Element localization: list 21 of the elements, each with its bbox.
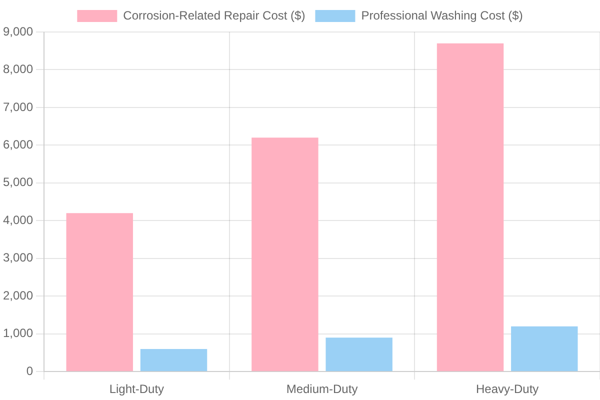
legend-label: Professional Washing Cost ($) [361,8,523,22]
x-tick-label: Light-Duty [109,382,164,396]
y-tick-label: 1,000 [3,326,34,340]
x-tick-label: Heavy-Duty [476,382,539,396]
bar [511,326,578,372]
y-tick-label: 9,000 [3,24,34,38]
y-tick-label: 3,000 [3,250,34,265]
bar [252,138,318,372]
y-tick-label: 7,000 [3,100,34,114]
bar [140,348,208,372]
y-tick-label: 6,000 [3,138,34,152]
x-tick-label: Medium-Duty [286,382,358,396]
y-tick-label: 8,000 [3,62,34,76]
bar [326,338,392,372]
y-tick-label: 4,000 [3,212,34,227]
legend-label: Corrosion-Related Repair Cost ($) [123,8,306,22]
y-tick-label: 5,000 [3,175,34,190]
bar [66,213,133,372]
y-tick-label: 0 [26,364,34,378]
bar [436,43,504,372]
y-tick-label: 2,000 [3,288,34,302]
